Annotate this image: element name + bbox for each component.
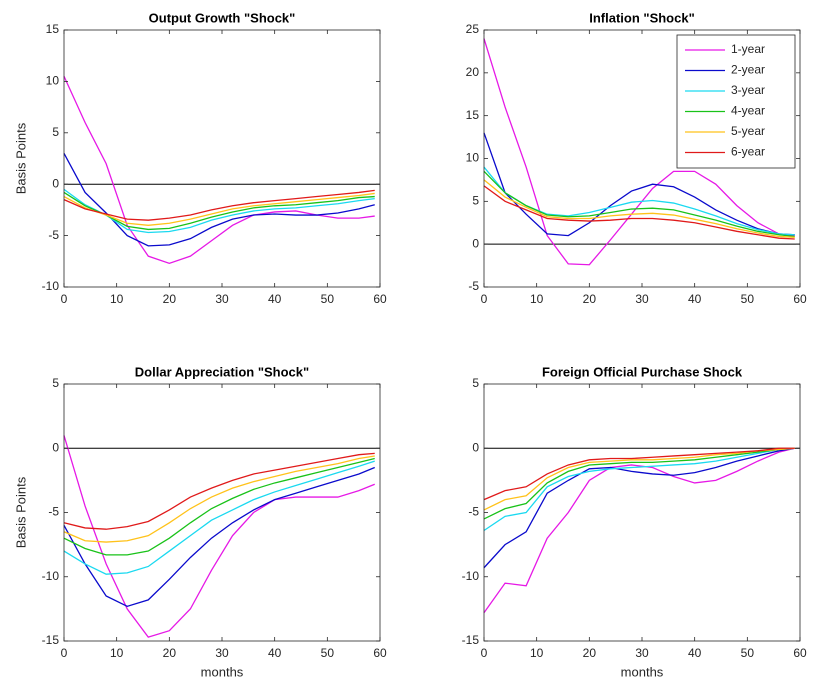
x-tick-label: 30 xyxy=(635,646,649,660)
x-tick-label: 20 xyxy=(583,292,597,306)
x-tick-label: 0 xyxy=(481,292,488,306)
x-tick-label: 10 xyxy=(110,292,124,306)
legend-label: 4-year xyxy=(731,104,765,118)
subplot: 0 10 20 30 40 50 60 -10 -5 0 5 10 15 Output Growth "S… xyxy=(13,10,387,306)
series-line xyxy=(483,447,795,520)
series-line xyxy=(483,447,795,501)
series-line xyxy=(63,455,375,543)
legend-label: 2-year xyxy=(731,63,765,77)
series-line xyxy=(63,192,375,226)
series-line xyxy=(63,435,375,638)
series-line xyxy=(63,457,375,556)
y-tick-label: 5 xyxy=(472,376,479,390)
x-tick-label: 50 xyxy=(321,646,335,660)
x-tick-label: 40 xyxy=(688,292,702,306)
series-line xyxy=(63,188,375,234)
x-tick-label: 20 xyxy=(163,646,177,660)
y-tick-label: 0 xyxy=(472,236,479,250)
subplot: 0 10 20 30 40 50 60 -15 -10 -5 0 5 Dollar Appreciati… xyxy=(13,364,387,679)
series-line xyxy=(483,447,795,532)
legend-label: 5-year xyxy=(731,124,765,138)
x-tick-label: 0 xyxy=(61,292,68,306)
x-tick-label: 40 xyxy=(268,292,282,306)
y-tick-label: 25 xyxy=(466,22,480,36)
x-tick-label: 10 xyxy=(110,646,124,660)
y-tick-label: 0 xyxy=(52,440,59,454)
y-tick-label: 5 xyxy=(472,194,479,208)
y-tick-label: 5 xyxy=(52,376,59,390)
series-line xyxy=(483,185,795,240)
y-tick-label: 10 xyxy=(466,151,480,165)
y-tick-label: -10 xyxy=(462,569,480,583)
y-tick-label: -15 xyxy=(42,633,60,647)
series-line xyxy=(483,170,795,238)
x-tick-label: 30 xyxy=(215,292,229,306)
legend: 1-year 2-year 3-year 4-year 5-year 6-year xyxy=(676,34,796,169)
legend-box xyxy=(676,34,796,169)
x-axis-label: months xyxy=(621,664,664,679)
y-tick-label: -10 xyxy=(42,569,60,583)
legend-label: 6-year xyxy=(731,145,765,159)
x-tick-label: 50 xyxy=(321,292,335,306)
y-tick-label: 20 xyxy=(466,65,480,79)
x-tick-label: 10 xyxy=(530,646,544,660)
chart-title: Foreign Official Purchase Shock xyxy=(542,364,743,379)
y-tick-label: -5 xyxy=(48,228,59,242)
x-tick-label: 0 xyxy=(61,646,68,660)
plot-area xyxy=(64,384,380,641)
plot-area xyxy=(484,384,800,641)
series-line xyxy=(63,191,375,231)
y-axis-label: Basis Points xyxy=(13,476,28,548)
series-line xyxy=(483,179,795,238)
x-tick-label: 30 xyxy=(635,292,649,306)
chart-title: Dollar Appreciation "Shock" xyxy=(135,364,309,379)
x-tick-label: 60 xyxy=(373,292,387,306)
x-tick-label: 60 xyxy=(793,646,807,660)
y-tick-label: -10 xyxy=(42,279,60,293)
y-tick-label: 15 xyxy=(46,22,60,36)
series-line xyxy=(483,447,795,569)
y-tick-label: -5 xyxy=(468,279,479,293)
y-axis-label: Basis Points xyxy=(13,122,28,194)
y-tick-label: 0 xyxy=(52,176,59,190)
x-tick-label: 40 xyxy=(268,646,282,660)
subplot: 0 10 20 30 40 50 60 -15 -10 -5 0 5 Foreign Official … xyxy=(462,364,807,679)
x-axis-label: months xyxy=(201,664,244,679)
y-tick-label: 5 xyxy=(52,125,59,139)
x-tick-label: 10 xyxy=(530,292,544,306)
y-tick-label: -15 xyxy=(462,633,480,647)
series-line xyxy=(63,75,375,265)
y-tick-label: 0 xyxy=(472,440,479,454)
series-line xyxy=(63,452,375,530)
x-tick-label: 20 xyxy=(163,292,177,306)
series-line xyxy=(63,466,375,608)
x-tick-label: 50 xyxy=(741,646,755,660)
chart-title: Inflation "Shock" xyxy=(589,10,695,25)
x-tick-label: 0 xyxy=(481,646,488,660)
y-tick-label: 10 xyxy=(46,74,60,88)
series-line xyxy=(63,189,375,221)
x-tick-label: 30 xyxy=(215,646,229,660)
x-tick-label: 60 xyxy=(373,646,387,660)
x-tick-label: 20 xyxy=(583,646,597,660)
legend-label: 3-year xyxy=(731,83,765,97)
plot-area xyxy=(64,30,380,287)
x-tick-label: 50 xyxy=(741,292,755,306)
x-tick-label: 60 xyxy=(793,292,807,306)
y-tick-label: 15 xyxy=(466,108,480,122)
series-line xyxy=(483,132,795,237)
y-tick-label: -5 xyxy=(48,505,59,519)
y-tick-label: -5 xyxy=(468,505,479,519)
x-tick-label: 40 xyxy=(688,646,702,660)
series-line xyxy=(63,153,375,247)
chart-title: Output Growth "Shock" xyxy=(149,10,296,25)
series-line xyxy=(63,460,375,575)
legend-label: 1-year xyxy=(731,42,765,56)
